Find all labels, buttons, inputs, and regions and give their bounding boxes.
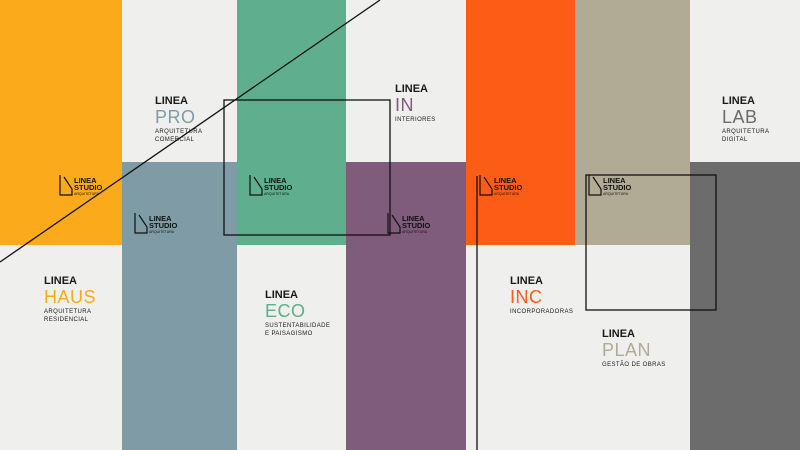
brand-description: INCORPORADORAS (510, 309, 573, 315)
logo-tagline: ARQUITETURA (603, 192, 629, 196)
brand-name: LINEA (510, 275, 543, 287)
brand-description: INTERIORES (395, 117, 436, 123)
brand-description: ARQUITETURA (155, 129, 202, 135)
brand-sub: PRO (155, 107, 196, 127)
brand-sub: IN (395, 95, 414, 115)
frame (585, 174, 717, 311)
brand-name: LINEA (602, 328, 635, 340)
column-block (575, 0, 690, 245)
brand-sub: ECO (265, 301, 306, 321)
brand-name: LINEA (44, 275, 77, 287)
logo-sub: STUDIO (402, 221, 431, 230)
column-block (0, 0, 122, 245)
logo-sub: STUDIO (264, 183, 293, 192)
frame (223, 99, 391, 236)
logo-name: LINEA (494, 176, 517, 185)
brand-name: LINEA (155, 95, 188, 107)
brand-sub: INC (510, 287, 543, 307)
logo-tagline: ARQUITETURA (149, 230, 175, 234)
logo-sub: STUDIO (494, 183, 523, 192)
logo-name: LINEA (402, 214, 425, 223)
logo-sub: STUDIO (149, 221, 178, 230)
diagonal-line (0, 0, 381, 263)
brand-description: E PAISAGISMO (265, 331, 313, 337)
logo-name: LINEA (603, 176, 626, 185)
logo-icon (588, 175, 602, 196)
brand-description: COMERCIAL (155, 137, 195, 143)
brand-description: ARQUITETURA (722, 129, 769, 135)
column-block (690, 162, 800, 450)
logo-icon (479, 175, 493, 196)
logo-icon (249, 175, 263, 196)
logo-name: LINEA (74, 176, 97, 185)
logo-sub: STUDIO (603, 183, 632, 192)
brand-description: GESTÃO DE OBRAS (602, 361, 666, 368)
logo-icon (134, 213, 148, 234)
brand-sub: LAB (722, 107, 758, 127)
column-block (237, 0, 346, 245)
logo-tagline: ARQUITETURA (402, 230, 428, 234)
content: LINEAPROARQUITETURACOMERCIALLINEAININTER… (44, 83, 769, 368)
brand-description: DIGITAL (722, 137, 748, 143)
logo-sub: STUDIO (74, 183, 103, 192)
logo-icon (387, 213, 401, 234)
logo-tagline: ARQUITETURA (264, 192, 290, 196)
logo-tagline: ARQUITETURA (494, 192, 520, 196)
logo-tagline: ARQUITETURA (74, 192, 100, 196)
brand-sub: HAUS (44, 287, 96, 307)
brand-description: SUSTENTABILIDADE (265, 323, 330, 329)
brand-name: LINEA (265, 289, 298, 301)
brand-name: LINEA (722, 95, 755, 107)
logo-name: LINEA (264, 176, 287, 185)
column-block (122, 162, 237, 450)
brand-description: ARQUITETURA (44, 309, 91, 315)
brand-description: RESIDENCIAL (44, 317, 89, 323)
column-block (346, 162, 466, 450)
column-block (466, 0, 575, 245)
logo-name: LINEA (149, 214, 172, 223)
brand-name: LINEA (395, 83, 428, 95)
brand-sub: PLAN (602, 340, 651, 360)
logo-icon (59, 175, 73, 196)
